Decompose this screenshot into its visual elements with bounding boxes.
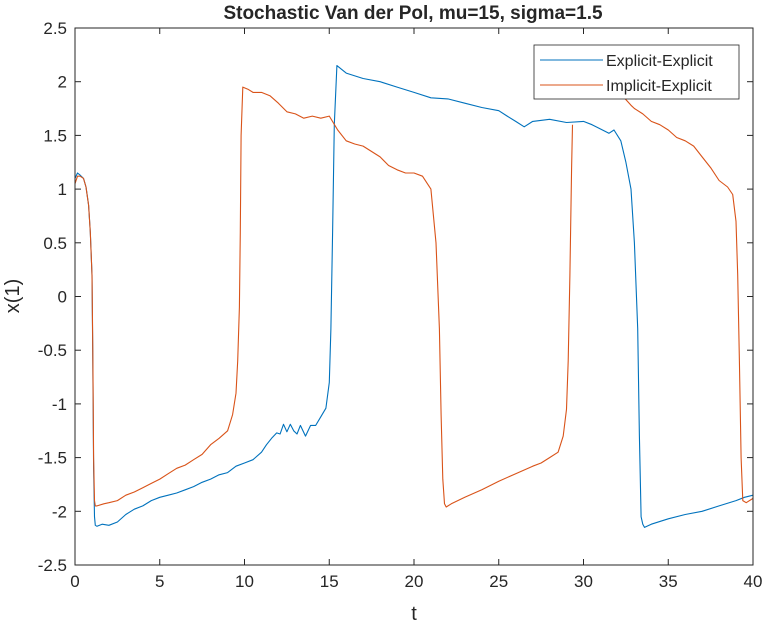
y-tick-label: 0.5	[43, 234, 67, 253]
x-axis-label: t	[411, 603, 417, 625]
y-tick-label: -0.5	[38, 341, 67, 360]
y-tick-label: 2	[58, 73, 67, 92]
x-tick-label: 30	[574, 572, 593, 591]
series-line-0	[74, 65, 754, 528]
legend: Explicit-Explicit Implicit-Explicit	[533, 44, 740, 100]
y-tick-label: -2	[52, 502, 67, 521]
y-tick-label: -2.5	[38, 556, 67, 575]
y-tick-label: 2.5	[43, 19, 67, 38]
x-tick-label: 0	[70, 572, 79, 591]
legend-label-implicit-explicit: Implicit-Explicit	[606, 78, 712, 95]
legend-label-explicit-explicit: Explicit-Explicit	[606, 53, 713, 70]
plot-area-frame	[74, 27, 754, 566]
legend-box	[533, 44, 740, 100]
series-layer	[74, 65, 754, 528]
series-line-1	[74, 86, 574, 508]
x-tick-label: 35	[659, 572, 678, 591]
y-tick-label: 1.5	[43, 126, 67, 145]
series-line-2	[623, 97, 754, 504]
y-tick-label: -1	[52, 395, 67, 414]
x-tick-label: 5	[155, 572, 164, 591]
x-tick-label: 15	[320, 572, 339, 591]
x-tick-label: 25	[489, 572, 508, 591]
x-tick-label: 10	[235, 572, 254, 591]
chart-title: Stochastic Van der Pol, mu=15, sigma=1.5	[223, 3, 603, 24]
y-axis-label: x(1)	[2, 279, 24, 313]
y-tick-label: 1	[58, 180, 67, 199]
x-tick-label: 40	[744, 572, 763, 591]
axis-ticks: 0 5 10 15 20 25 30 35 40 2.5 2 1.5 1 0.5 0 -0.5 -1 -1.5 -2…	[38, 19, 763, 591]
x-tick-label: 20	[405, 572, 424, 591]
y-tick-label: 0	[58, 288, 67, 307]
y-tick-label: -1.5	[38, 449, 67, 468]
